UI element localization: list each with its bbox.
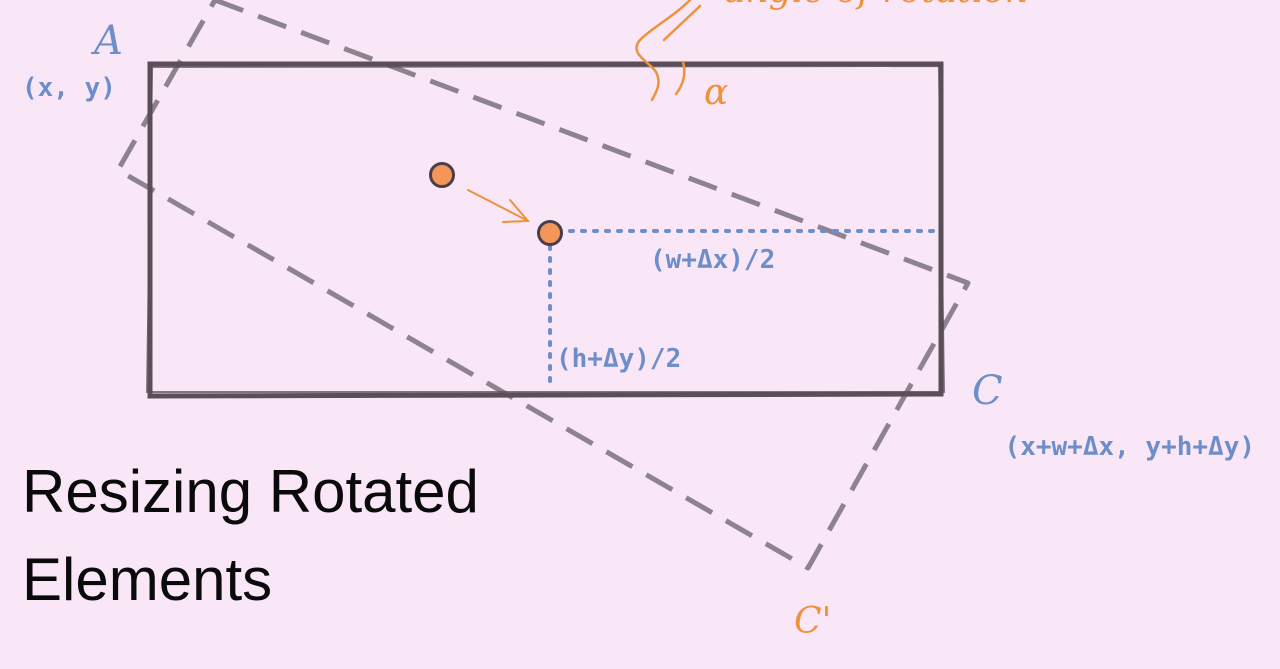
old-center-point [429,162,455,188]
corner-a-coords: (x, y) [22,73,116,103]
half-width-label: (w+Δx)/2 [650,245,775,275]
half-height-label: (h+Δy)/2 [556,344,681,374]
alpha-symbol: α [704,72,728,113]
corner-c-coords: (x+w+Δx, y+h+Δy) [1005,432,1255,462]
corner-c-prime-letter: C' [794,601,831,642]
new-center-point [537,220,563,246]
rotation-angle-squiggle [635,0,702,102]
corner-a-letter: A [90,18,123,64]
center-shift-arrow [467,189,531,223]
corner-c-letter: C [972,368,1003,414]
original-rectangle [145,61,946,399]
angle-note-text: angle of rotation [724,0,1028,11]
page-title: Resizing Rotated Elements [22,458,479,613]
